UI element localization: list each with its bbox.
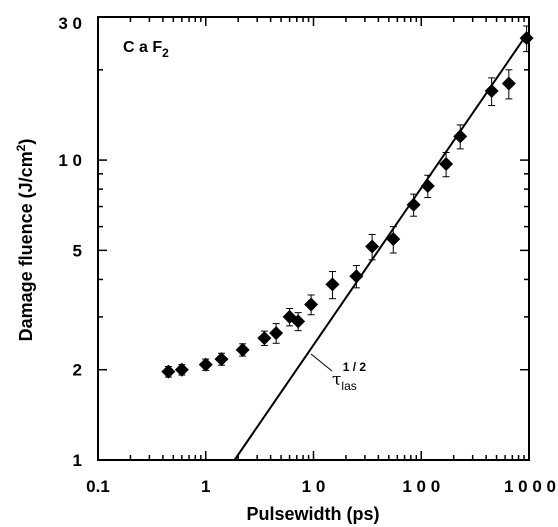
x-tick-label: 0.1 [86, 477, 110, 496]
fit-annotation-subscript: las [341, 379, 356, 393]
data-point [304, 297, 319, 312]
y-tick-labels: 1 2 5 1 0 3 0 [58, 14, 82, 470]
data-point [257, 331, 272, 346]
x-tick-labels: 0.1 1 1 0 1 0 0 1 0 0 0 [86, 477, 556, 496]
data-point [453, 129, 468, 144]
data-point [501, 76, 516, 91]
material-subscript: 2 [162, 46, 169, 60]
data-point [349, 269, 364, 284]
data-point [439, 157, 454, 172]
data-point [325, 277, 340, 292]
x-tick-label: 1 [201, 477, 210, 496]
data-point [365, 239, 380, 254]
data-point [484, 83, 499, 98]
data-points [161, 25, 534, 379]
fit-annotation-label: τlas1 / 2 [332, 360, 366, 393]
data-point [235, 342, 250, 357]
data-point [174, 362, 189, 377]
fit-line-group [233, 32, 529, 461]
data-point [406, 197, 421, 212]
fit-annotation-leader [310, 353, 333, 372]
data-point [519, 31, 534, 46]
fit-line [233, 32, 529, 461]
y-axis-label: Damage fluence (J/cm2) [14, 139, 36, 342]
fit-annotation-exponent: 1 / 2 [343, 360, 367, 374]
y-tick-label: 1 0 [58, 151, 82, 170]
material-label: C a F2 [123, 39, 169, 60]
x-tick-label: 1 0 0 0 [504, 477, 556, 496]
data-point [291, 314, 306, 329]
data-point [214, 352, 229, 367]
x-tick-label: 1 0 0 [402, 477, 440, 496]
tick-marks [97, 16, 529, 461]
data-point [269, 326, 284, 341]
y-tick-label: 3 0 [58, 14, 82, 33]
plot-frame [97, 16, 530, 461]
y-tick-label: 1 [73, 451, 82, 470]
data-point [198, 357, 213, 372]
x-tick-label: 1 0 [302, 477, 326, 496]
data-point [161, 364, 176, 379]
x-axis-label: Pulsewidth (ps) [246, 504, 379, 524]
y-axis-label-superscript: 2 [14, 144, 28, 151]
data-point [420, 178, 435, 193]
y-tick-label: 2 [73, 361, 82, 380]
y-tick-label: 5 [73, 241, 82, 260]
data-point [386, 232, 401, 247]
